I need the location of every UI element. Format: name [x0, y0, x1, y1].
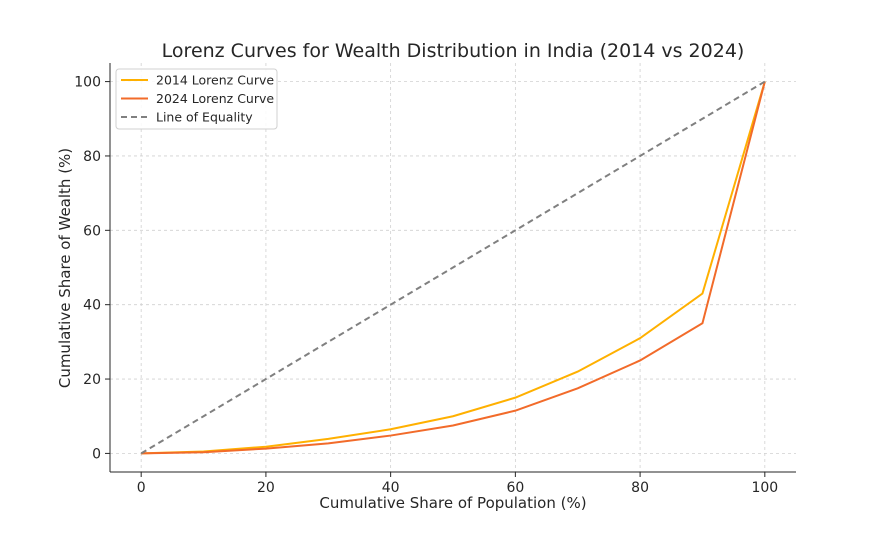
x-tick-label: 0	[137, 480, 146, 496]
series-line-0	[141, 81, 766, 455]
y-tick-label: 0	[92, 446, 101, 462]
legend: 2014 Lorenz Curve 2024 Lorenz Curve Line o…	[115, 68, 278, 130]
y-tick-label: 80	[83, 149, 101, 165]
grid	[110, 63, 796, 472]
y-tick-label: 60	[83, 223, 101, 239]
x-tick-label: 60	[506, 480, 524, 496]
axes: 0 20 40 60 80 100 0 20 40 60 80 100	[74, 63, 796, 496]
chart-title: Lorenz Curves for Wealth Distribution in…	[162, 40, 745, 62]
x-tick-label: 40	[382, 480, 400, 496]
series-group	[140, 80, 766, 455]
x-axis-label: Cumulative Share of Population (%)	[319, 494, 586, 512]
y-tick-label: 40	[83, 298, 101, 314]
legend-label: 2014 Lorenz Curve	[156, 73, 274, 88]
y-tick-label: 100	[74, 75, 101, 91]
legend-label: 2024 Lorenz Curve	[156, 91, 274, 106]
y-axis-label: Cumulative Share of Wealth (%)	[56, 148, 74, 388]
series-line-1	[141, 81, 766, 455]
series-line-2	[140, 80, 766, 455]
x-tick-label: 20	[257, 480, 275, 496]
x-tick-label: 100	[751, 480, 778, 496]
y-tick-label: 20	[83, 372, 101, 388]
x-tick-label: 80	[631, 480, 649, 496]
legend-label: Line of Equality	[156, 110, 253, 125]
legend-box	[115, 68, 278, 130]
